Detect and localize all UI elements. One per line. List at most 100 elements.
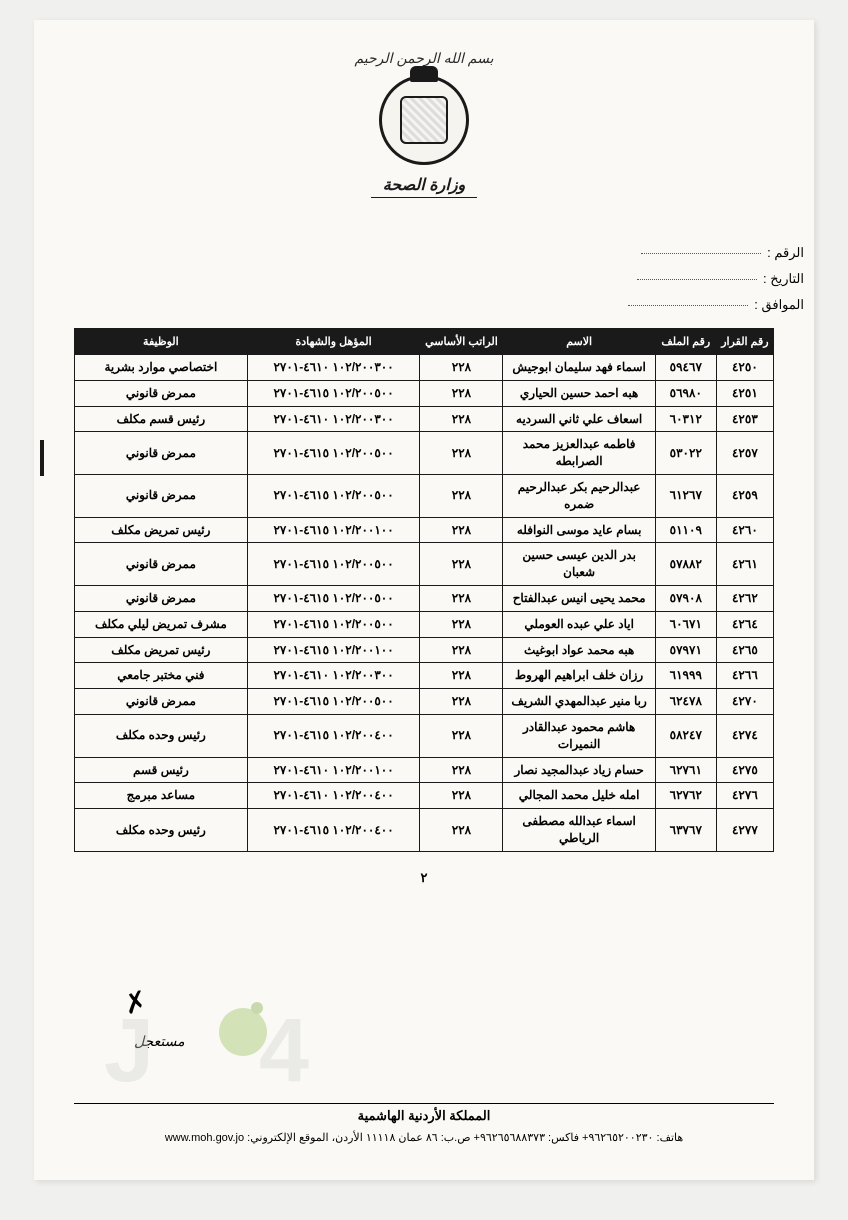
cell: ٤٢٧٠	[716, 689, 773, 715]
document-page: بسم الله الرحمن الرحيم وزارة الصحة الرقم…	[34, 20, 814, 1180]
cell: ٦١٩٩٩	[655, 663, 716, 689]
cell: ٢٢٨	[420, 543, 503, 586]
cell: مشرف تمريض ليلي مكلف	[75, 611, 248, 637]
cell-name: هاشم محمود عبدالقادر النميرات	[503, 714, 655, 757]
cell: ٥٦٩٨٠	[655, 380, 716, 406]
cell-name: محمد يحيى انيس عبدالفتاح	[503, 585, 655, 611]
cell: ٤٢٧٤	[716, 714, 773, 757]
cell: ٦٢٧٦٢	[655, 783, 716, 809]
cell: ٤٢٦٦	[716, 663, 773, 689]
cell: ١٠٢/٢٠٠٥٠٠ ٤٦١٥-٢٧٠١	[247, 585, 420, 611]
meta-corresponding: الموافق :	[614, 292, 804, 318]
cell: ٥٣٠٢٢	[655, 432, 716, 475]
cell-name: رزان خلف ابراهيم الهروط	[503, 663, 655, 689]
cell-name: فاطمه عبدالعزيز محمد الصرابطه	[503, 432, 655, 475]
cell: ١٠٢/٢٠٠٤٠٠ ٤٦١٠-٢٧٠١	[247, 783, 420, 809]
table-row: ٤٢٥١٥٦٩٨٠هبه احمد حسين الحياري٢٢٨١٠٢/٢٠٠…	[75, 380, 774, 406]
table-row: ٤٢٦٢٥٧٩٠٨محمد يحيى انيس عبدالفتاح٢٢٨١٠٢/…	[75, 585, 774, 611]
cell: ٢٢٨	[420, 611, 503, 637]
table-row: ٤٢٧٠٦٢٤٧٨ربا منير عبدالمهدي الشريف٢٢٨١٠٢…	[75, 689, 774, 715]
cell: ١٠٢/٢٠٠١٠٠ ٤٦١٥-٢٧٠١	[247, 637, 420, 663]
cell: ١٠٢/٢٠٠٣٠٠ ٤٦١٠-٢٧٠١	[247, 663, 420, 689]
table-row: ٤٢٧٦٦٢٧٦٢امله خليل محمد المجالي٢٢٨١٠٢/٢٠…	[75, 783, 774, 809]
cell-name: اياد علي عبده العوملي	[503, 611, 655, 637]
cell: ٢٢٨	[420, 585, 503, 611]
cell: ٥٩٤٦٧	[655, 355, 716, 381]
scan-edge-marks	[36, 20, 44, 1180]
cell-name: اسماء عبدالله مصطفى الرياطي	[503, 809, 655, 852]
cell: ممرض قانوني	[75, 585, 248, 611]
cell: ٦٣٧٦٧	[655, 809, 716, 852]
footer-org: المملكة الأردنية الهاشمية	[34, 1108, 814, 1124]
cell: ١٠٢/٢٠٠١٠٠ ٤٦١٠-٢٧٠١	[247, 757, 420, 783]
cell: ٤٢٥٩	[716, 474, 773, 517]
table-row: ٤٢٥٠٥٩٤٦٧اسماء فهد سليمان ابوجيش٢٢٨١٠٢/٢…	[75, 355, 774, 381]
table-row: ٤٢٧٥٦٢٧٦١حسام زياد عبدالمجيد نصار٢٢٨١٠٢/…	[75, 757, 774, 783]
cell: ٦٢٤٧٨	[655, 689, 716, 715]
cell: ٢٢٨	[420, 809, 503, 852]
cell: ٥٧٩٧١	[655, 637, 716, 663]
col-position: الوظيفة	[75, 329, 248, 355]
table-row: ٤٢٦٦٦١٩٩٩رزان خلف ابراهيم الهروط٢٢٨١٠٢/٢…	[75, 663, 774, 689]
cell-name: هبه احمد حسين الحياري	[503, 380, 655, 406]
cell: رئيس قسم	[75, 757, 248, 783]
cell: ٥٧٨٨٢	[655, 543, 716, 586]
cell: ١٠٢/٢٠٠٥٠٠ ٤٦١٥-٢٧٠١	[247, 689, 420, 715]
cell: ١٠٢/٢٠٠٥٠٠ ٤٦١٥-٢٧٠١	[247, 380, 420, 406]
cell-name: بسام عايد موسى النوافله	[503, 517, 655, 543]
table-row: ٤٢٦٠٥١١٠٩بسام عايد موسى النوافله٢٢٨١٠٢/٢…	[75, 517, 774, 543]
cell: ١٠٢/٢٠٠٣٠٠ ٤٦١٠-٢٧٠١	[247, 355, 420, 381]
cell-name: اسعاف علي ثاني السرديه	[503, 406, 655, 432]
cell: ممرض قانوني	[75, 474, 248, 517]
cell: ١٠٢/٢٠٠٥٠٠ ٤٦١٥-٢٧٠١	[247, 543, 420, 586]
cell: ٢٢٨	[420, 757, 503, 783]
col-name: الاسم	[503, 329, 655, 355]
cell: ٥١١٠٩	[655, 517, 716, 543]
cell: ممرض قانوني	[75, 689, 248, 715]
cell: ٢٢٨	[420, 637, 503, 663]
cell: ٤٢٦٥	[716, 637, 773, 663]
cell: ٤٢٥٧	[716, 432, 773, 475]
cell: رئيس قسم مكلف	[75, 406, 248, 432]
cell: ٤٢٧٧	[716, 809, 773, 852]
cell: ٢٢٨	[420, 783, 503, 809]
cell: ٢٢٨	[420, 406, 503, 432]
col-decision-no: رقم القرار	[716, 329, 773, 355]
cell: اختصاصي موارد بشرية	[75, 355, 248, 381]
cell: رئيس تمريض مكلف	[75, 517, 248, 543]
cell: ٢٢٨	[420, 355, 503, 381]
cell: ٢٢٨	[420, 474, 503, 517]
col-salary: الراتب الأساسي	[420, 329, 503, 355]
signature-icon: ✗	[120, 984, 151, 1023]
urgent-stamp: مستعجل	[134, 1033, 185, 1050]
bismillah: بسم الله الرحمن الرحيم	[74, 50, 774, 67]
col-qualification: المؤهل والشهادة	[247, 329, 420, 355]
cell: ٤٢٥٠	[716, 355, 773, 381]
table-row: ٤٢٧٤٥٨٢٤٧هاشم محمود عبدالقادر النميرات٢٢…	[75, 714, 774, 757]
meta-fields: الرقم : التاريخ : الموافق :	[614, 240, 804, 318]
col-file-no: رقم الملف	[655, 329, 716, 355]
cell: فني مختبر جامعي	[75, 663, 248, 689]
cell: ٥٨٢٤٧	[655, 714, 716, 757]
cell: ٢٢٨	[420, 517, 503, 543]
cell: ٤٢٦٢	[716, 585, 773, 611]
cell-name: ربا منير عبدالمهدي الشريف	[503, 689, 655, 715]
cell: ٤٢٧٥	[716, 757, 773, 783]
cell: ١٠٢/٢٠٠٤٠٠ ٤٦١٥-٢٧٠١	[247, 714, 420, 757]
cell: ١٠٢/٢٠٠٣٠٠ ٤٦١٠-٢٧٠١	[247, 406, 420, 432]
cell: ٦١٢٦٧	[655, 474, 716, 517]
employee-table: رقم القرار رقم الملف الاسم الراتب الأساس…	[74, 328, 774, 852]
cell: ممرض قانوني	[75, 543, 248, 586]
cell-name: امله خليل محمد المجالي	[503, 783, 655, 809]
table-row: ٤٢٧٧٦٣٧٦٧اسماء عبدالله مصطفى الرياطي٢٢٨١…	[75, 809, 774, 852]
cell: ٦٠٣١٢	[655, 406, 716, 432]
cell: ٢٢٨	[420, 663, 503, 689]
cell: ٢٢٨	[420, 714, 503, 757]
cell: ١٠٢/٢٠٠٥٠٠ ٤٦١٥-٢٧٠١	[247, 474, 420, 517]
cell: ١٠٢/٢٠٠٤٠٠ ٤٦١٥-٢٧٠١	[247, 809, 420, 852]
table-row: ٤٢٦١٥٧٨٨٢بدر الدين عيسى حسين شعبان٢٢٨١٠٢…	[75, 543, 774, 586]
cell: رئيس وحده مكلف	[75, 809, 248, 852]
meta-date: التاريخ :	[614, 266, 804, 292]
cell: ٤٢٦٠	[716, 517, 773, 543]
cell: ٤٢٦١	[716, 543, 773, 586]
